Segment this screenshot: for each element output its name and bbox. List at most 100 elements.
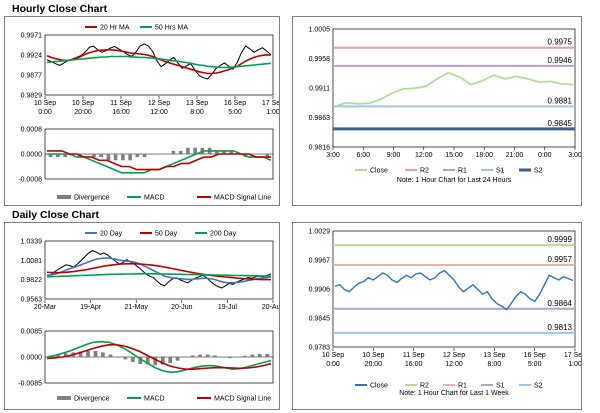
hourly-macd-divergence-bar bbox=[150, 154, 154, 155]
daily-pivot-ytick-label: 0.9967 bbox=[309, 258, 331, 265]
daily-price-ytick-label: 1.0081 bbox=[21, 258, 43, 265]
hourly-price-close-line bbox=[46, 43, 272, 80]
hourly-macd-divergence-bar bbox=[135, 154, 140, 158]
daily-price-ytick-label: 0.9822 bbox=[21, 277, 43, 284]
daily-price-xtick-label: 20-Aug bbox=[262, 304, 279, 311]
daily-pivot-legend-label: R2 bbox=[420, 383, 429, 390]
hourly-pivot-xtick-label: 0:00 bbox=[538, 152, 552, 159]
hourly-pivot-xtick-label: 12:00 bbox=[415, 152, 433, 159]
hourly-macd-divergence-bar bbox=[222, 150, 226, 154]
daily-pivot-xtick-label: 10 Sep bbox=[322, 352, 344, 359]
daily-macd-divergence-bar bbox=[160, 357, 165, 365]
daily-pivot-ytick-label: 0.9906 bbox=[309, 287, 331, 294]
hourly-price-plot-frame bbox=[44, 34, 274, 96]
hourly-macd-divergence-bar bbox=[251, 154, 255, 155]
hourly-macd-divergence-bar bbox=[258, 154, 262, 155]
hourly-macd-divergence-bar bbox=[215, 150, 219, 154]
hourly-macd-divergence-bar bbox=[265, 154, 270, 158]
hourly-pivot-legend-label: R2 bbox=[420, 168, 429, 175]
hourly-macd-divergence-bar bbox=[56, 154, 60, 158]
daily-price-legend-label: 50 Day bbox=[155, 231, 178, 238]
daily-macd-divergence-bar bbox=[220, 357, 225, 358]
daily-macd-ytick-label: -0.0085 bbox=[18, 381, 42, 388]
hourly-price-xtick-label: 8:00 bbox=[190, 109, 204, 116]
hourly-macd-divergence-bar bbox=[193, 147, 197, 155]
daily-pivot-legend-label: S1 bbox=[496, 383, 505, 390]
daily-section-title: Daily Close Chart bbox=[12, 209, 99, 221]
hourly-macd-divergence-bar bbox=[84, 154, 89, 155]
daily-macd-divergence-bar bbox=[205, 354, 210, 357]
hourly-pivot-ytick-label: 0.9911 bbox=[309, 86, 330, 93]
hourly-macd-legend-label: Divergence bbox=[74, 195, 110, 202]
daily-pivot-xtick-label: 17 Sep bbox=[564, 352, 581, 359]
daily-macd-divergence-bar bbox=[198, 354, 202, 357]
hourly-pivot-legend-label: Close bbox=[370, 168, 388, 175]
daily-price-xtick-label: 19-Apr bbox=[80, 304, 102, 311]
hourly-price-legend-label: 50 Hrs MA bbox=[155, 25, 188, 32]
daily-macd-macd-line bbox=[46, 340, 272, 374]
daily-price-xtick-label: 21-May bbox=[125, 304, 149, 311]
hourly-price-xtick-label: 0:00 bbox=[38, 109, 52, 116]
daily-macd-chart: 0.0085 0.0000 -0.0085 Divergence MACD MACD Si… bbox=[18, 329, 274, 403]
hourly-macd-legend-label: MACD bbox=[144, 195, 165, 202]
daily-macd-divergence-bar bbox=[56, 354, 60, 357]
daily-macd-divergence-bar bbox=[183, 357, 187, 358]
hourly-macd-panel: 0.9971 0.9924 0.9877 0.9829 20 Hr MA 50 Hrs M… bbox=[4, 16, 280, 206]
daily-pivot-xtick-label: 1:00 bbox=[568, 361, 581, 368]
daily-pivot-s1-level-label: 0.9864 bbox=[548, 299, 573, 308]
daily-macd-divergence-bar bbox=[168, 357, 172, 364]
daily-macd-divergence-bar bbox=[86, 350, 90, 357]
daily-macd-divergence-bar bbox=[235, 357, 240, 358]
daily-macd-divergence-bar bbox=[153, 357, 158, 366]
daily-price-plot-frame bbox=[44, 240, 274, 300]
hourly-macd-divergence-bar bbox=[229, 150, 234, 154]
daily-price-xtick-label: 20-Jun bbox=[171, 304, 193, 311]
hourly-price-xtick-label: 20:00 bbox=[74, 109, 92, 116]
hourly-macd-divergence-bar bbox=[186, 147, 190, 155]
hourly-pivot-chart: 1.0005 0.9958 0.9911 0.9863 0.9816 0.9975 0.99… bbox=[309, 27, 581, 185]
daily-price-ytick-label: 1.0339 bbox=[21, 239, 43, 246]
daily-price-200-day-line bbox=[46, 272, 271, 278]
hourly-price-xtick-label: 16 Sep bbox=[224, 100, 246, 107]
hourly-macd-divergence-bar bbox=[157, 154, 161, 155]
hourly-macd-divergence-bar bbox=[142, 154, 147, 158]
daily-price-legend-label: 20 Day bbox=[100, 231, 123, 238]
daily-pivot-legend-label: R1 bbox=[458, 383, 467, 390]
hourly-macd-divergence-bar bbox=[106, 154, 111, 161]
daily-macd-divergence-bar bbox=[116, 357, 120, 358]
daily-pivot-xtick-label: 8:00 bbox=[488, 361, 502, 368]
daily-pivot-xtick-label: 5:00 bbox=[528, 361, 542, 368]
hourly-pivot-r1-level-label: 0.9946 bbox=[548, 56, 573, 65]
daily-macd-divergence-bar bbox=[93, 350, 98, 357]
hourly-pivot-xtick-label: 21:00 bbox=[506, 152, 524, 159]
daily-pivot-xtick-label: 16:00 bbox=[405, 361, 423, 368]
hourly-pivot-xtick-label: 9:00 bbox=[387, 152, 401, 159]
hourly-macd-divergence-bar bbox=[48, 154, 53, 158]
daily-pivot-chart: 1.0029 0.9967 0.9906 0.9845 0.9783 0.9999 0.99… bbox=[309, 229, 581, 398]
hourly-macd-divergence-bar bbox=[63, 154, 67, 158]
daily-macd-divergence-bar bbox=[101, 352, 105, 357]
daily-pivot-ytick-label: 0.9783 bbox=[309, 345, 331, 352]
hourly-macd-divergence-bar bbox=[92, 154, 96, 158]
hourly-pivot-xtick-label: 3:00 bbox=[568, 152, 581, 159]
hourly-price-50-hrs-ma-line bbox=[46, 55, 272, 69]
daily-macd-legend-label: Divergence bbox=[74, 396, 110, 403]
hourly-macd-divergence-bar bbox=[171, 150, 176, 154]
hourly-pivot-s2-level-label: 0.9845 bbox=[548, 119, 573, 128]
daily-macd-ytick-label: 0.0085 bbox=[21, 329, 43, 336]
daily-macd-divergence-bar bbox=[265, 353, 270, 357]
daily-pivot-ytick-label: 0.9845 bbox=[309, 316, 331, 323]
daily-macd-divergence-bar bbox=[250, 354, 255, 357]
daily-macd-divergence-bar bbox=[175, 357, 180, 361]
daily-pivot-xtick-label: 13 Sep bbox=[483, 352, 505, 359]
daily-price-close-line bbox=[46, 250, 272, 289]
daily-price-xtick-label: 20-Mar bbox=[34, 304, 57, 311]
daily-macd-macd-signal-line-line bbox=[46, 343, 272, 371]
daily-pivot-xtick-label: 12:00 bbox=[445, 361, 463, 368]
daily-price-xtick-label: 19-Jul bbox=[218, 304, 238, 311]
hourly-pivot-ytick-label: 1.0005 bbox=[309, 27, 331, 34]
daily-macd-divergence-bar bbox=[131, 357, 135, 362]
hourly-price-ytick-label: 0.9924 bbox=[21, 53, 43, 60]
hourly-price-xtick-label: 11 Sep bbox=[110, 100, 132, 107]
hourly-price-chart: 0.9971 0.9924 0.9877 0.9829 20 Hr MA 50 Hrs M… bbox=[21, 25, 279, 117]
